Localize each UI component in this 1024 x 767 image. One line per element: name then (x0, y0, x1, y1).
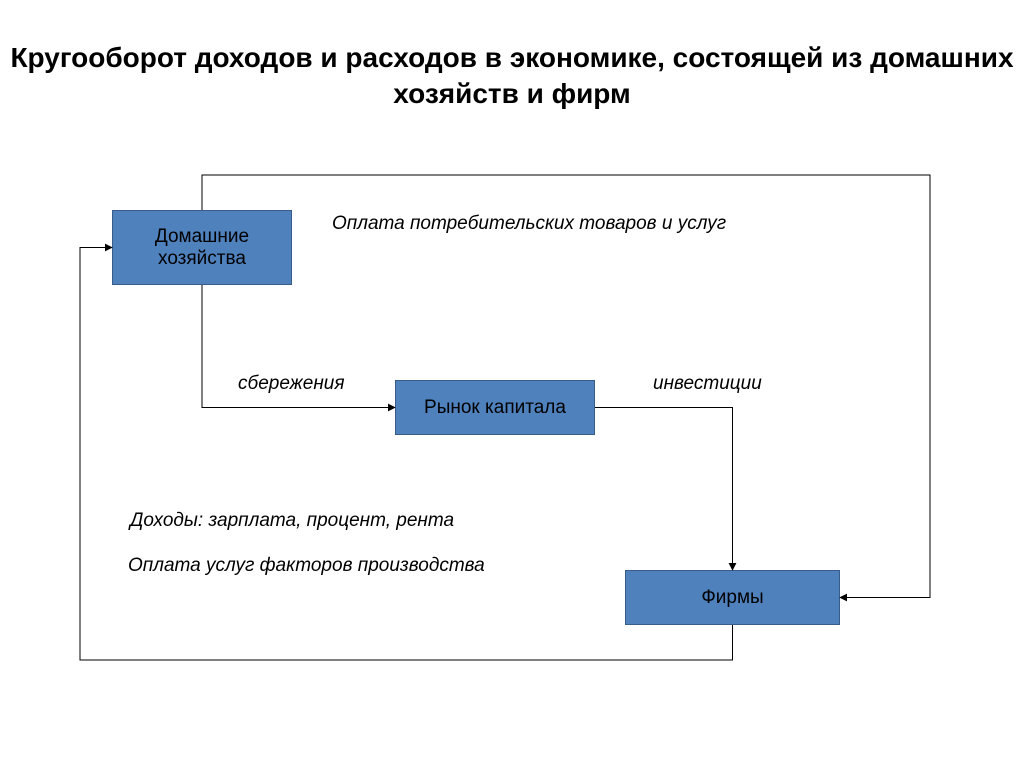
node-capital-market-label: Рынок капитала (424, 397, 566, 419)
label-payment-goods: Оплата потребительских товаров и услуг (332, 213, 726, 235)
page-title: Кругооборот доходов и расходов в экономи… (0, 0, 1024, 113)
node-households: Домашниехозяйства (112, 210, 292, 285)
node-capital-market: Рынок капитала (395, 380, 595, 435)
label-investments: инвестиции (653, 373, 762, 395)
node-households-label: Домашниехозяйства (155, 226, 249, 270)
node-firms: Фирмы (625, 570, 840, 625)
label-income: Доходы: зарплата, процент, рента (130, 510, 454, 532)
node-firms-label: Фирмы (701, 587, 763, 609)
label-savings: сбережения (238, 373, 345, 395)
label-factor-payment: Оплата услуг факторов производства (128, 555, 485, 577)
